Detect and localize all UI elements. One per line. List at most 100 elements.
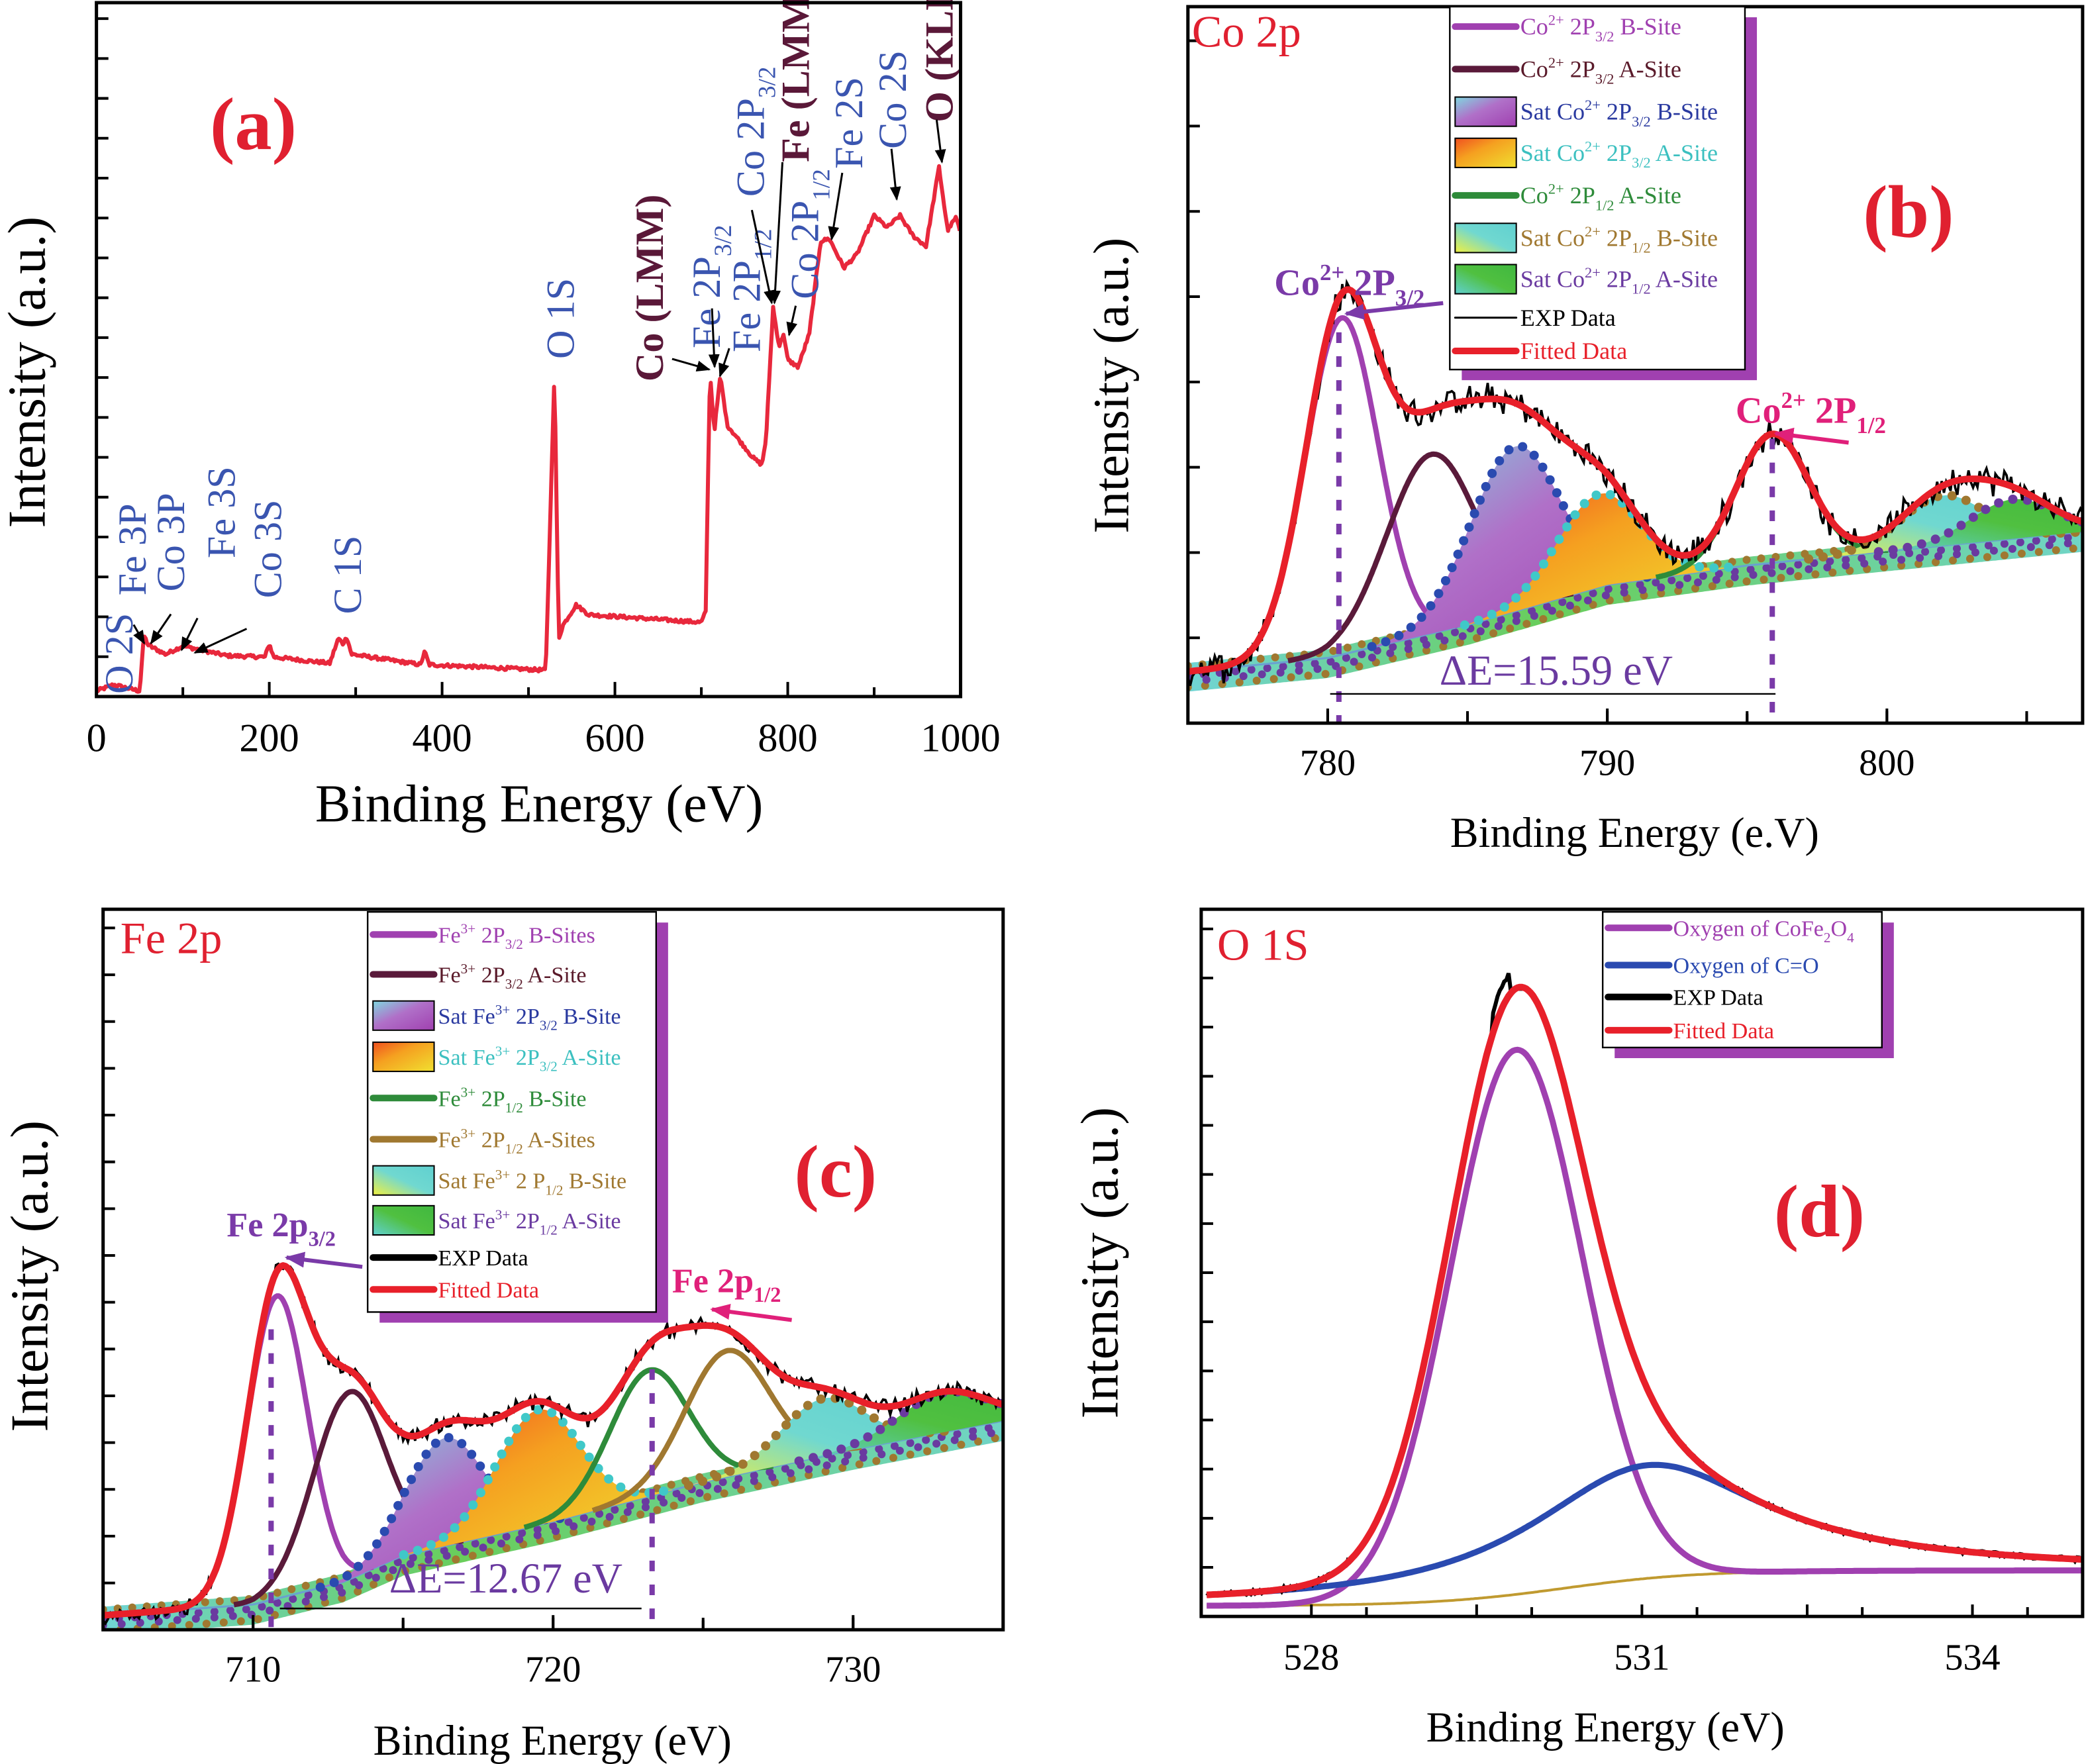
text-segment: Fe 2p: [672, 1261, 754, 1300]
background-dotted-line: [103, 1432, 1003, 1630]
text-segment: 3/2: [1595, 28, 1614, 44]
text-segment: Co: [1736, 390, 1781, 431]
text-segment: A-Site: [558, 1046, 621, 1070]
text-segment: A-Site: [1651, 266, 1718, 293]
peak-annotation: Fe 3S: [199, 466, 244, 558]
text-segment: Co 3S: [246, 499, 291, 598]
legend-entry-label: Sat Fe3+ 2P3/2 B-Site: [438, 1002, 621, 1033]
text-segment: 2P: [1344, 263, 1395, 304]
text-segment: Co 2P: [728, 98, 773, 197]
annotation-arrow: [708, 308, 720, 369]
text-segment: 2+: [1548, 12, 1564, 28]
x-tick-label: 790: [1579, 742, 1635, 783]
text-segment: 2P: [1601, 99, 1632, 125]
x-tick-label: 600: [585, 716, 644, 760]
x-tick-label: 528: [1283, 1637, 1339, 1678]
legend-entry-label: EXP Data: [1673, 986, 1763, 1010]
legend-swatch: [1454, 264, 1517, 295]
text-segment: Co: [1520, 13, 1548, 40]
annotation-arrow: [786, 305, 797, 336]
annotation-arrow: [132, 624, 146, 645]
fitted-data-line: [1206, 983, 2082, 1598]
annotation-arrow: [828, 172, 844, 241]
text-segment: 3/2: [1632, 113, 1651, 130]
background-dotted-line: [1187, 538, 2083, 686]
text-segment: 2P: [1564, 13, 1595, 40]
satellite-peak-fill: [799, 1391, 1003, 1461]
legend-entry-label: Sat Fe3+ 2 P1/2 B-Site: [438, 1167, 627, 1198]
panel-title: Fe 2p: [121, 912, 223, 963]
component-peak-line: [180, 1293, 374, 1611]
text-segment: 3+: [461, 1085, 476, 1101]
peak-annotation: Fe 2p1/2: [672, 1261, 781, 1306]
text-segment: EXP Data: [1673, 986, 1763, 1010]
text-segment: 3/2: [505, 976, 523, 992]
text-segment: 2P: [475, 1128, 505, 1153]
text-segment: B-Site: [1614, 13, 1681, 40]
x-axis-label: Binding Energy (e.V): [1450, 809, 1819, 856]
text-segment: A-Sites: [523, 1128, 595, 1153]
annotation-arrow: [1773, 427, 1849, 445]
legend-swatch: [372, 1000, 435, 1031]
text-segment: 1/2: [545, 1182, 563, 1198]
legend-entry-label: Sat Co2+ 2P1/2 B-Site: [1520, 223, 1718, 256]
x-tick-label: 1000: [920, 716, 1000, 760]
text-segment: 2P: [1601, 224, 1632, 251]
text-segment: 2P: [510, 1209, 540, 1234]
annotation-arrow: [770, 162, 784, 305]
panel-label: (d): [1774, 1171, 1865, 1253]
panel-label: (a): [210, 83, 297, 166]
x-tick-label: 730: [825, 1649, 881, 1690]
text-segment: 3+: [495, 1206, 511, 1222]
text-segment: 2P: [1564, 182, 1595, 209]
annotation-arrow: [150, 613, 172, 645]
text-segment: 3/2: [309, 1227, 336, 1251]
y-axis-label: Intensity (a.u.): [0, 1120, 59, 1432]
text-segment: 1/2: [540, 1222, 558, 1238]
legend-box: [366, 910, 658, 1313]
annotation-arrow: [284, 1251, 363, 1269]
text-segment: Fitted Data: [438, 1278, 540, 1302]
text-segment: Co (LMM): [628, 195, 672, 382]
y-axis-label: Intensity (a.u.): [1083, 238, 1139, 534]
x-tick-label: 531: [1614, 1637, 1669, 1678]
satellite-peak-fill: [688, 1397, 958, 1487]
text-segment: Sat Co: [1520, 140, 1585, 166]
y-axis-label: Intensity (a.u.): [0, 217, 56, 528]
annotation-arrow: [719, 348, 730, 378]
satellite-peak-fill: [1878, 499, 2083, 552]
delta-e-label: ΔE=15.59 eV: [1440, 647, 1673, 694]
peak-annotation: Co 3P: [149, 493, 193, 591]
text-segment: B-Site: [563, 1169, 626, 1194]
text-segment: O (KLL): [917, 0, 962, 122]
legend-entry-label: Fe3+ 2P3/2 B-Sites: [438, 921, 595, 952]
legend-entry-label: Fe3+ 2P1/2 B-Site: [438, 1085, 587, 1116]
legend-entry-label: Co2+ 2P3/2 B-Site: [1520, 12, 1681, 45]
peak-annotation: Fe 2S: [827, 77, 871, 169]
component-peak-line: [1206, 1461, 2082, 1598]
panel-d: 528 531 534 Binding Energy (eV) Intensity (a…: [1070, 907, 2085, 1751]
text-segment: O: [1831, 916, 1848, 941]
x-tick-label: 400: [412, 716, 472, 760]
satellite-peak-fill: [1809, 495, 2077, 560]
plot-area: [1187, 278, 2083, 692]
text-segment: 1/2: [1856, 413, 1886, 438]
text-segment: 3+: [461, 921, 476, 937]
text-segment: Fe 2P: [724, 260, 769, 352]
peak-annotation: O (KLL): [917, 0, 962, 122]
legend-entry-label: Sat Co2+ 2P1/2 A-Site: [1520, 264, 1718, 297]
text-segment: 1/2: [754, 1283, 781, 1306]
x-tick-label: 780: [1300, 742, 1356, 783]
legend-entry-label: Sat Co2+ 2P3/2 A-Site: [1520, 138, 1718, 171]
text-segment: B-Site: [1651, 99, 1718, 125]
text-segment: Sat Co: [1520, 266, 1585, 293]
peak-annotation: Co2+ 2P1/2: [1736, 387, 1886, 438]
peak-annotation: Co (LMM): [628, 195, 672, 382]
annotation-arrow: [671, 358, 711, 371]
panel-label: (c): [794, 1131, 877, 1213]
text-segment: 3/2: [1595, 71, 1614, 87]
text-segment: Fe 2S: [827, 77, 871, 169]
